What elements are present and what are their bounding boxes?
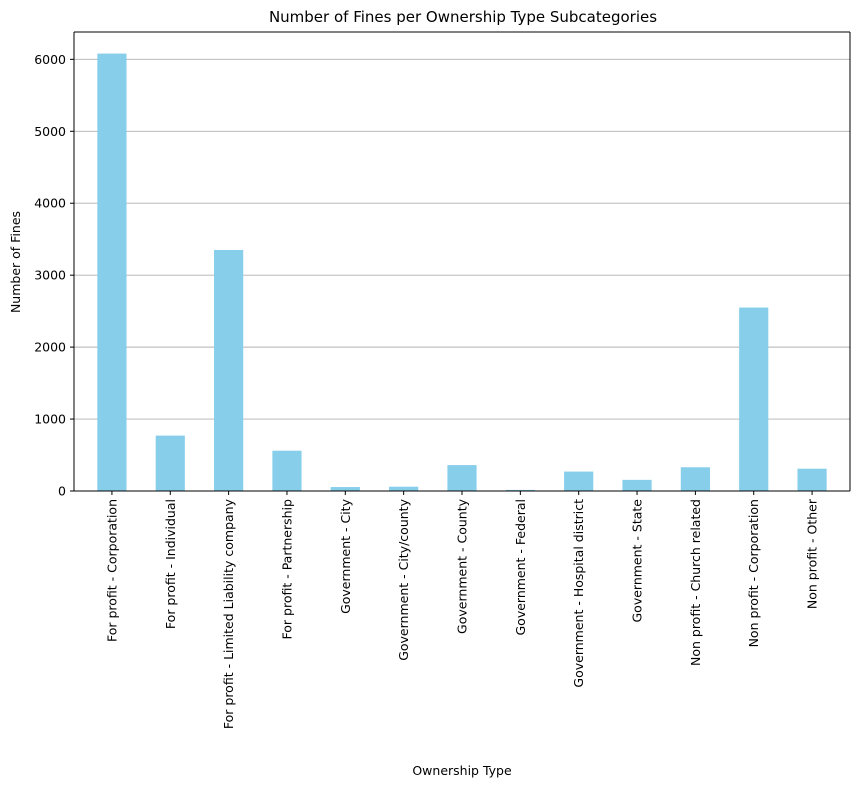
x-tick-label: Government - State xyxy=(630,499,645,623)
gridlines xyxy=(74,58,850,492)
bar xyxy=(389,486,419,491)
y-tick-label: 6000 xyxy=(34,52,66,67)
chart-title: Number of Fines per Ownership Type Subca… xyxy=(269,8,657,26)
bar xyxy=(739,307,769,491)
bar xyxy=(97,53,127,492)
x-tick-label: Government - Federal xyxy=(513,499,528,636)
bar xyxy=(330,487,360,491)
x-tick-label: For profit - Partnership xyxy=(279,499,294,640)
bar xyxy=(622,479,652,491)
x-tick-label: Non profit - Corporation xyxy=(746,499,761,647)
bar xyxy=(214,249,244,491)
x-tick-label: Government - Hospital district xyxy=(571,499,586,688)
bar xyxy=(505,489,535,491)
y-tick-label: 5000 xyxy=(34,124,66,139)
x-tick-label: Non profit - Other xyxy=(805,498,820,609)
axes xyxy=(73,31,851,492)
y-tick-label: 4000 xyxy=(34,196,66,211)
bar xyxy=(272,450,302,491)
bar xyxy=(797,468,827,491)
bars xyxy=(97,53,827,492)
bar xyxy=(680,467,710,491)
y-tick-label: 1000 xyxy=(34,412,66,427)
bar xyxy=(155,435,185,491)
y-axis-ticks: 0 1000 2000 3000 4000 5000 6000 xyxy=(34,52,74,499)
x-tick-label: For profit - Individual xyxy=(163,499,178,629)
y-tick-label: 3000 xyxy=(34,268,66,283)
x-tick-label: Government - City/county xyxy=(396,498,411,660)
x-tick-label: Government - City xyxy=(338,498,353,614)
x-axis-ticks: For profit - Corporation For profit - Ind… xyxy=(104,491,820,729)
x-axis-label: Ownership Type xyxy=(412,763,512,778)
bar xyxy=(447,465,477,491)
x-tick-label: Government - County xyxy=(455,498,470,634)
x-tick-label: For profit - Limited Liability company xyxy=(221,498,236,729)
y-tick-label: 0 xyxy=(58,484,66,499)
y-axis-label: Number of Fines xyxy=(8,211,23,313)
bar xyxy=(564,471,594,491)
x-tick-label: For profit - Corporation xyxy=(104,499,119,642)
x-tick-label: Non profit - Church related xyxy=(688,499,703,666)
y-tick-label: 2000 xyxy=(34,340,66,355)
